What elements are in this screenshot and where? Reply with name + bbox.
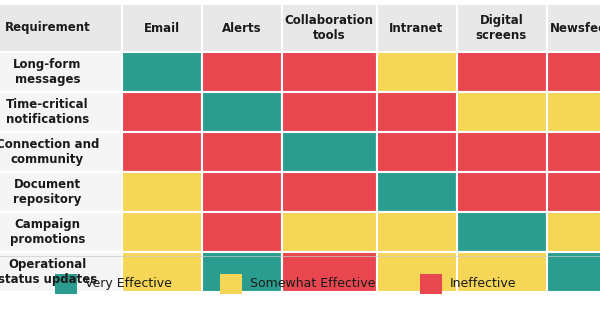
Bar xyxy=(281,212,377,252)
Bar xyxy=(377,132,457,172)
Bar xyxy=(55,273,77,294)
Bar xyxy=(547,132,600,172)
Bar xyxy=(457,132,547,172)
Bar xyxy=(202,212,281,252)
Text: Very Effective: Very Effective xyxy=(85,277,172,290)
Bar xyxy=(281,252,377,292)
Bar xyxy=(457,252,547,292)
Bar xyxy=(281,52,377,92)
Bar xyxy=(377,52,457,92)
Text: Time-critical
notifications: Time-critical notifications xyxy=(6,98,89,126)
Text: Somewhat Effective: Somewhat Effective xyxy=(250,277,376,290)
Bar xyxy=(547,4,600,52)
Bar xyxy=(281,172,377,212)
Bar xyxy=(547,252,600,292)
Bar xyxy=(202,172,281,212)
Bar xyxy=(457,172,547,212)
Text: Alerts: Alerts xyxy=(221,21,262,35)
Bar xyxy=(0,92,121,132)
Bar xyxy=(0,4,121,52)
Text: Operational
status updates: Operational status updates xyxy=(0,258,97,286)
Bar xyxy=(377,92,457,132)
Text: Newsfeeds: Newsfeeds xyxy=(550,21,600,35)
Bar xyxy=(457,52,547,92)
Bar xyxy=(281,4,377,52)
Bar xyxy=(202,4,281,52)
Bar xyxy=(0,212,121,252)
Bar xyxy=(121,252,202,292)
Bar xyxy=(457,4,547,52)
Bar xyxy=(281,92,377,132)
Bar xyxy=(457,92,547,132)
Bar xyxy=(281,132,377,172)
Bar xyxy=(0,252,121,292)
Bar xyxy=(547,212,600,252)
Bar xyxy=(220,273,242,294)
Text: Ineffective: Ineffective xyxy=(450,277,517,290)
Text: Connection and
community: Connection and community xyxy=(0,138,99,166)
Bar xyxy=(121,132,202,172)
Bar xyxy=(202,252,281,292)
Text: Email: Email xyxy=(143,21,179,35)
Bar xyxy=(0,52,121,92)
Bar xyxy=(121,172,202,212)
Bar xyxy=(202,132,281,172)
Text: Campaign
promotions: Campaign promotions xyxy=(10,218,85,246)
Bar xyxy=(547,92,600,132)
Text: Document
repository: Document repository xyxy=(13,178,82,206)
Bar xyxy=(547,52,600,92)
Bar xyxy=(202,52,281,92)
Bar xyxy=(121,212,202,252)
Text: Intranet: Intranet xyxy=(389,21,443,35)
Bar xyxy=(377,172,457,212)
Text: Requirement: Requirement xyxy=(5,21,91,35)
Bar xyxy=(420,273,442,294)
Bar xyxy=(0,132,121,172)
Bar xyxy=(377,252,457,292)
Text: Digital
screens: Digital screens xyxy=(476,14,527,42)
Text: Long-form
messages: Long-form messages xyxy=(13,58,82,86)
Bar xyxy=(0,172,121,212)
Bar xyxy=(202,92,281,132)
Bar xyxy=(121,4,202,52)
Bar xyxy=(121,52,202,92)
Bar xyxy=(547,172,600,212)
Bar xyxy=(457,212,547,252)
Bar xyxy=(377,4,457,52)
Bar xyxy=(121,92,202,132)
Bar xyxy=(377,212,457,252)
Text: Collaboration
tools: Collaboration tools xyxy=(284,14,373,42)
